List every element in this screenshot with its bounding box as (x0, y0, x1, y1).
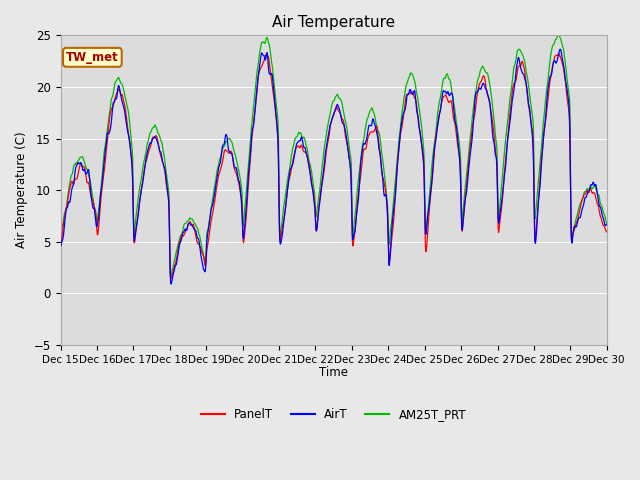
AirT (57, 243, 65, 249)
PanelT (165, 199, 173, 204)
Line: PanelT: PanelT (61, 54, 607, 278)
Legend: PanelT, AirT, AM25T_PRT: PanelT, AirT, AM25T_PRT (196, 404, 471, 426)
AirT (538, 150, 546, 156)
AirT (490, 140, 498, 145)
AM25T_PRT (538, 133, 546, 139)
PanelT (167, 276, 175, 281)
X-axis label: Time: Time (319, 366, 348, 379)
Y-axis label: Air Temperature (C): Air Temperature (C) (15, 132, 28, 249)
Line: AM25T_PRT: AM25T_PRT (61, 34, 607, 277)
AM25T_PRT (603, 220, 611, 226)
PanelT (57, 244, 65, 250)
AM25T_PRT (555, 31, 563, 36)
AM25T_PRT (179, 229, 186, 235)
AirT (165, 199, 173, 205)
AM25T_PRT (165, 188, 173, 194)
AirT (603, 221, 611, 227)
AirT (239, 236, 247, 241)
AM25T_PRT (239, 221, 247, 227)
PanelT (179, 233, 186, 239)
PanelT (555, 51, 563, 57)
Title: Air Temperature: Air Temperature (272, 15, 396, 30)
AirT (556, 47, 564, 52)
AM25T_PRT (167, 274, 175, 280)
AirT (419, 148, 426, 154)
AM25T_PRT (419, 135, 426, 141)
Text: TW_met: TW_met (66, 51, 119, 64)
AM25T_PRT (490, 117, 498, 122)
AirT (179, 231, 186, 237)
PanelT (538, 150, 546, 156)
AirT (167, 281, 175, 287)
PanelT (419, 153, 426, 158)
AM25T_PRT (57, 233, 65, 239)
PanelT (239, 240, 247, 246)
PanelT (603, 229, 611, 235)
Line: AirT: AirT (61, 49, 607, 284)
PanelT (490, 132, 498, 137)
